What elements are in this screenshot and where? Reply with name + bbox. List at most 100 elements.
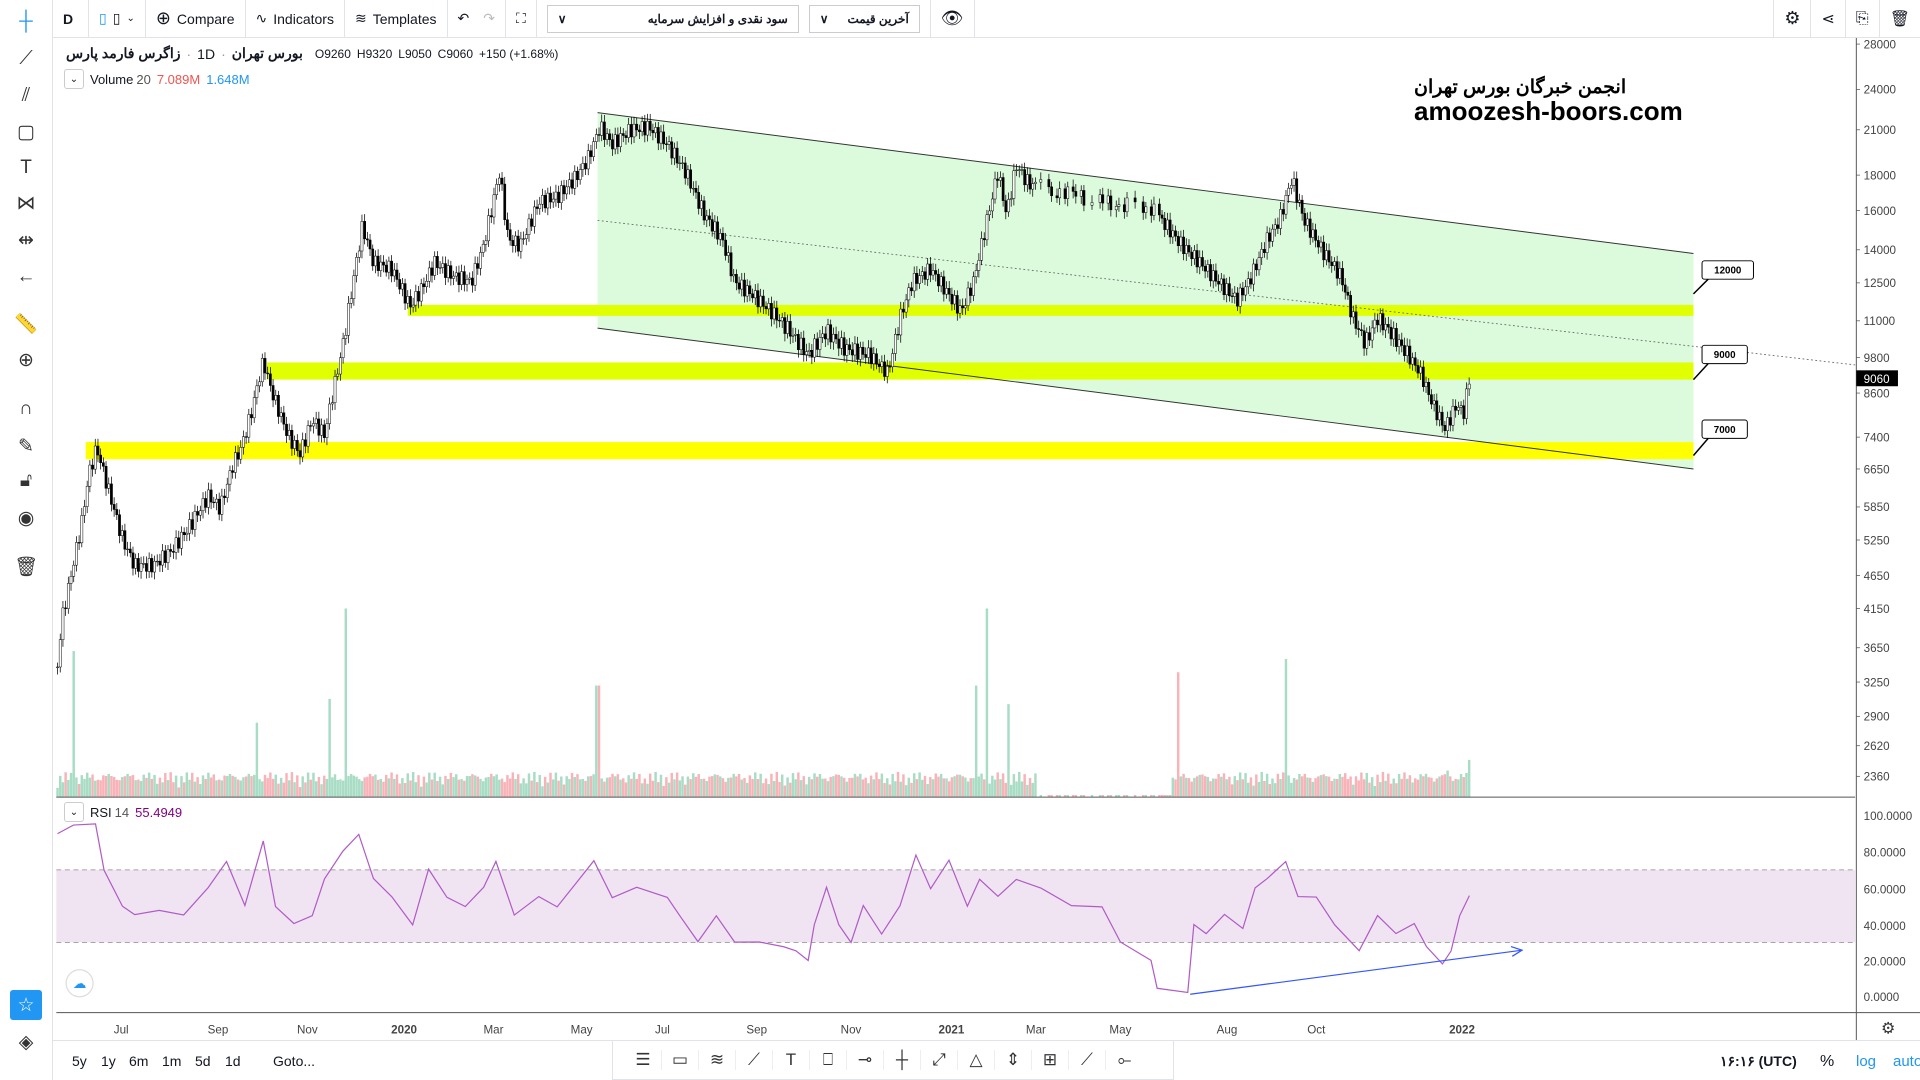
redo-icon[interactable]: ↷ <box>483 10 495 26</box>
eye-icon[interactable]: ◉ <box>17 507 35 529</box>
volume-bar <box>306 772 310 798</box>
candle-body <box>568 179 571 188</box>
triangle-pattern-icon[interactable]: △ <box>958 1050 995 1070</box>
dropdown-template[interactable]: ∨ سود نقدی و افزایش سرمایه <box>546 4 799 33</box>
range-1d[interactable]: 1d <box>225 1053 241 1069</box>
volume-bar <box>1171 777 1175 798</box>
volume-bar <box>613 776 617 798</box>
channel-top-line[interactable] <box>597 112 1694 254</box>
volume-bar <box>789 782 792 798</box>
crosshair-icon[interactable]: ┼ <box>19 11 33 32</box>
range-6m[interactable]: 6m <box>129 1053 149 1069</box>
auto-toggle[interactable]: auto <box>1893 1053 1920 1070</box>
volume-bar <box>786 777 789 798</box>
collapse-volume-button[interactable]: ⌄ <box>64 69 84 89</box>
chart-type-button[interactable]: ▯ ▯ ⌄ <box>89 0 146 38</box>
range-1y[interactable]: 1y <box>101 1053 116 1069</box>
parallel-channel-icon[interactable]: ≋ <box>699 1050 736 1070</box>
candle-body <box>444 263 447 278</box>
pattern-icon[interactable]: ⋈ <box>16 192 36 214</box>
candle-body <box>88 464 92 487</box>
date-price-range-icon[interactable]: ⊞ <box>1032 1050 1069 1070</box>
trend-line-icon[interactable]: ⟋ <box>19 48 33 69</box>
path-icon[interactable]: ⤢ <box>921 1050 958 1070</box>
range-1m[interactable]: 1m <box>162 1053 182 1069</box>
percent-toggle[interactable]: % <box>1820 1053 1835 1070</box>
brush-icon[interactable]: ⟋ <box>1069 1050 1106 1070</box>
dropdown-price-source[interactable]: ∨ آخرین قیمت <box>808 4 920 33</box>
snapshot-icon[interactable]: ⎘ <box>1846 0 1880 38</box>
trash-icon[interactable]: 🗑︎ <box>13 557 39 578</box>
fib-retracement-icon[interactable]: ⫽ <box>21 85 31 106</box>
volume-bar <box>549 772 552 798</box>
log-toggle[interactable]: log <box>1856 1053 1877 1070</box>
range-5d[interactable]: 5d <box>195 1053 211 1069</box>
horizontal-lines-icon[interactable]: ☰ <box>625 1050 662 1070</box>
collapse-rsi-button[interactable]: ⌄ <box>64 802 84 822</box>
level-band-7000[interactable] <box>85 442 1694 460</box>
volume-bar <box>1141 795 1145 798</box>
candle-body <box>161 550 164 566</box>
horizontal-ray-icon[interactable]: ⊸ <box>847 1050 884 1070</box>
cloud-icon[interactable]: ☁ <box>65 969 94 998</box>
volume-bar <box>697 774 700 798</box>
callout-icon[interactable]: ⎕ <box>810 1050 847 1070</box>
descending-channel-fill[interactable] <box>597 112 1694 469</box>
lock-icon[interactable]: 🔓︎ <box>19 470 33 491</box>
ruler-icon[interactable]: 📏 <box>14 314 38 335</box>
candle-body <box>1079 190 1083 197</box>
volume-bar <box>1373 785 1377 798</box>
rectangle-icon[interactable]: ▢ <box>17 121 35 143</box>
share-icon[interactable]: ⋖ <box>1811 0 1846 38</box>
text-icon[interactable]: T <box>773 1050 810 1070</box>
candle-body <box>559 185 563 203</box>
channel-mid-line[interactable] <box>597 219 1856 366</box>
eye-icon[interactable]: 👁︎ <box>929 0 975 38</box>
text-icon[interactable]: T <box>20 157 32 178</box>
rsi-divergence-arrow[interactable] <box>1190 949 1523 995</box>
candle-body <box>729 252 733 277</box>
volume-bar <box>937 776 940 798</box>
layers-icon[interactable]: ◈ <box>18 1031 34 1053</box>
timezone-clock[interactable]: ۱۶:۱۶ (UTC) <box>1720 1053 1797 1069</box>
favorites-star-icon[interactable]: ☆ <box>10 990 42 1020</box>
delete-icon[interactable]: 🗑︎ <box>1889 10 1910 28</box>
settings-gear-icon[interactable]: ⚙︎ <box>1773 0 1812 38</box>
range-5y[interactable]: 5y <box>72 1053 87 1069</box>
candle-body <box>201 498 205 512</box>
candle-body <box>581 163 585 170</box>
compare-button[interactable]: ⊕ Compare <box>146 0 246 38</box>
candle-body <box>1365 332 1369 349</box>
channel-bottom-line[interactable] <box>597 327 1694 470</box>
candle-body <box>748 285 752 295</box>
arrow-left-icon[interactable]: ← <box>16 266 36 287</box>
symbol-name[interactable]: زاگرس فارمد پارس <box>66 45 181 61</box>
ray-icon[interactable]: ⟜ <box>1117 1050 1132 1069</box>
candle-body <box>864 354 868 358</box>
volume-bar <box>592 774 595 798</box>
volume-bar <box>1198 774 1201 798</box>
undo-icon[interactable]: ↶ <box>457 10 470 26</box>
trend-line-icon[interactable]: ⟋ <box>736 1050 773 1070</box>
cross-line-icon[interactable]: ┼ <box>884 1050 921 1070</box>
level-band-12000[interactable] <box>407 304 1694 316</box>
volume-bar <box>83 778 86 798</box>
candle-body <box>735 274 738 284</box>
interval-button[interactable]: D <box>53 0 89 38</box>
templates-button[interactable]: ≋ Templates <box>345 0 448 38</box>
prediction-icon[interactable]: ⇹ <box>18 229 34 251</box>
level-callout-box <box>1701 260 1754 280</box>
magnet-icon[interactable]: ∩ <box>19 398 33 419</box>
fullscreen-icon[interactable]: ⛶ <box>506 0 537 38</box>
indicators-button[interactable]: ∿ Indicators <box>246 0 345 38</box>
rectangle-icon[interactable]: ▭ <box>662 1050 699 1070</box>
axis-settings-gear-icon[interactable]: ⚙ <box>1881 1020 1895 1037</box>
zoom-in-icon[interactable]: ⊕ <box>18 349 34 371</box>
price-range-icon[interactable]: ⇕ <box>995 1050 1032 1070</box>
goto-button[interactable]: Goto... <box>273 1053 316 1069</box>
candle-body <box>1443 425 1447 431</box>
lock-drawing-icon[interactable]: ✎ <box>18 435 34 457</box>
candle-body <box>966 287 970 306</box>
level-band-9000[interactable] <box>266 362 1694 380</box>
